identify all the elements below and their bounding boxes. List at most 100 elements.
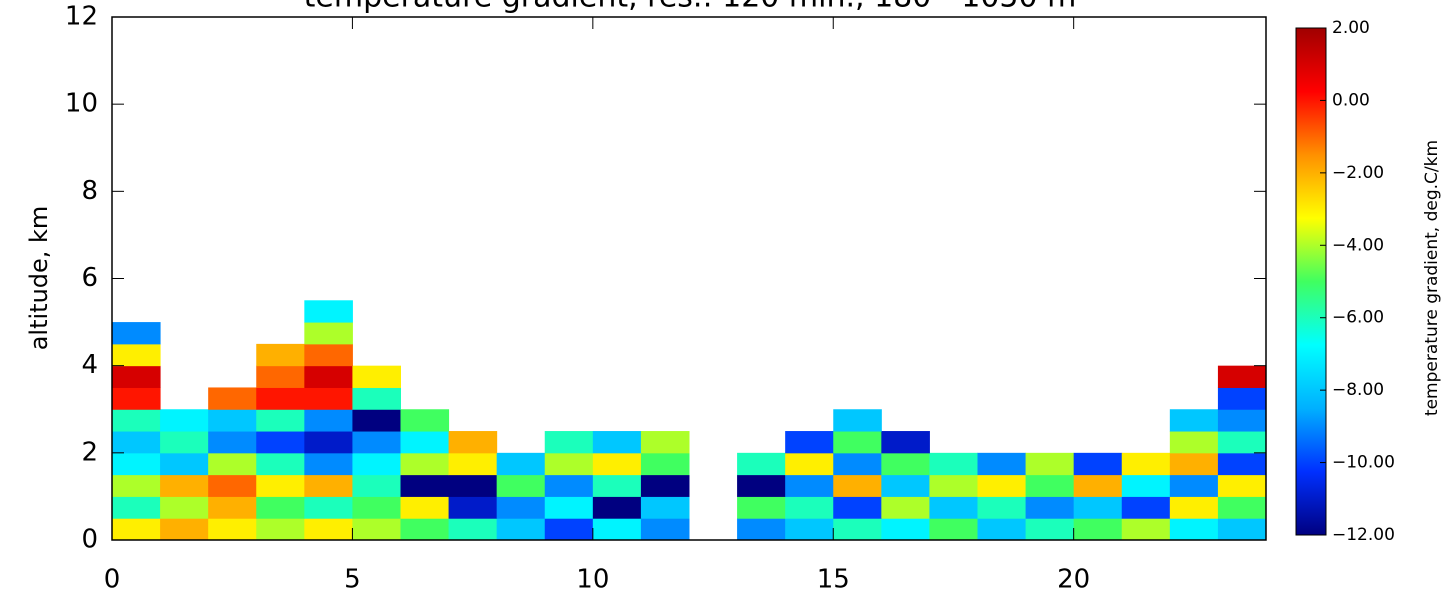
heat-cell [400,496,450,519]
heat-cell [448,452,498,476]
heat-cell [977,474,1027,497]
y-tick-label: 4 [81,350,98,380]
heat-cell [400,452,450,476]
heat-cell [448,431,498,454]
heat-cell [208,387,257,410]
heat-cell [1073,452,1123,476]
heat-cell [400,474,450,497]
heat-cell [1121,518,1171,541]
x-tick-label: 5 [344,565,361,595]
heat-cell [400,409,450,432]
x-tick-label: 15 [817,565,850,595]
colorbar-label: temperature gradient, deg.C/km [1422,140,1442,416]
colorbar-tick-label: −4.00 [1332,235,1384,255]
heat-cell [881,452,930,476]
heat-cell [1169,474,1219,497]
heat-cell [592,496,642,519]
heat-cell [544,431,594,454]
heat-cell [640,431,690,454]
heat-cell [160,518,209,541]
heat-cell [833,474,882,497]
heat-cell [304,452,353,476]
heat-cell [208,452,257,476]
heat-cell [256,496,305,519]
heat-cell [640,474,690,497]
heat-cell [160,431,209,454]
heat-cell [352,518,401,541]
heat-cell [544,496,594,519]
heat-cell [208,474,257,497]
heat-cell [592,474,642,497]
heat-cell [352,474,401,497]
heat-cell [1169,452,1219,476]
colorbar-tick-label: −8.00 [1332,380,1384,400]
heat-cell [1025,474,1075,497]
heat-cell [256,343,305,367]
heat-cell [304,409,353,432]
heat-cell [640,496,690,519]
heat-cell [496,474,546,497]
heat-cell [977,496,1027,519]
heat-cell [256,474,305,497]
heat-cell [1073,474,1123,497]
heat-cell [256,409,305,432]
heat-cell [112,409,161,432]
heat-cell [929,474,978,497]
colorbar-tick-label: −2.00 [1332,163,1384,183]
heat-cell [1169,409,1219,432]
heat-cell [1121,452,1171,476]
x-tick-label: 10 [576,565,609,595]
heat-cell [112,518,161,541]
heat-cell [496,518,546,541]
y-axis-label: altitude, km [25,206,53,351]
heat-cell [1025,518,1075,541]
heat-cell [737,474,786,497]
heat-cell [929,452,978,476]
heat-cell [1217,365,1267,388]
heat-cell [544,452,594,476]
heat-cell [640,518,690,541]
heat-cell [737,496,786,519]
heat-cell [1169,518,1219,541]
heat-cell [1073,518,1123,541]
heat-cell [448,496,498,519]
y-tick-label: 12 [65,2,98,32]
heat-cell [640,452,690,476]
heat-cell [785,452,834,476]
heat-cell [929,518,978,541]
heat-cell [737,518,786,541]
heat-cell [592,452,642,476]
heat-cell [352,387,401,410]
heat-cell [352,409,401,432]
heat-cell [1217,387,1267,410]
heat-cell [208,518,257,541]
heat-cell [256,518,305,541]
x-tick-label: 0 [104,565,121,595]
heat-cell [304,343,353,367]
y-tick-label: 10 [65,89,98,119]
heat-cell [400,518,450,541]
heat-cell [352,431,401,454]
y-tick-label: 2 [81,437,98,467]
heat-cell [112,343,161,367]
heat-cell [1073,496,1123,519]
heat-cell [544,518,594,541]
heat-cell [881,496,930,519]
heat-cell [1025,452,1075,476]
colorbar-tick-label: −12.00 [1332,525,1395,545]
heat-cell [1121,474,1171,497]
x-tick-label: 20 [1057,565,1090,595]
heat-cell [833,452,882,476]
heat-cell [112,365,161,388]
heat-cell [1217,518,1267,541]
chart-title: temperature gradient, res.: 120 min., 18… [304,0,1077,15]
heat-cell [592,431,642,454]
heat-cell [1121,496,1171,519]
heat-cell [304,387,353,410]
colorbar-tick-label: −6.00 [1332,308,1384,328]
heat-cell [1169,496,1219,519]
colorbar-tick-label: −10.00 [1332,453,1395,473]
heat-cell [785,496,834,519]
